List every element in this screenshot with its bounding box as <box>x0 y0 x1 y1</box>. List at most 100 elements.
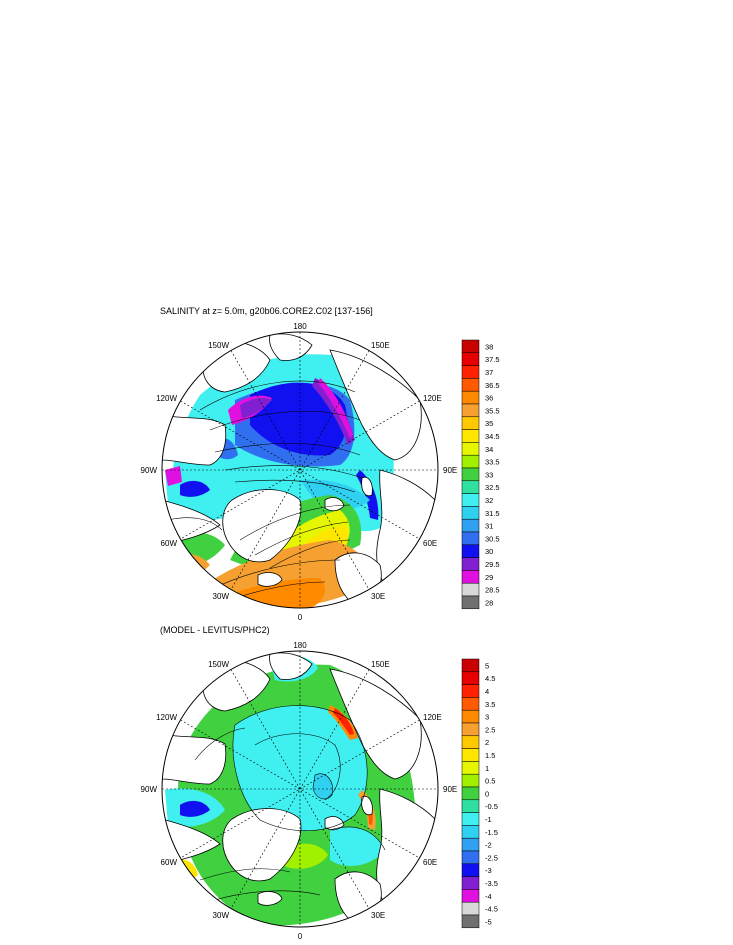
meridian-label: 150E <box>371 660 390 669</box>
colorbar-box <box>461 352 480 366</box>
colorbar-box <box>461 889 480 903</box>
salinity-panel: SALINITY at z= 5.0m, g20b06.CORE2.C02 [1… <box>141 306 500 622</box>
colorbar-box <box>461 658 480 673</box>
colorbar-label: 29.5 <box>485 560 500 569</box>
difference-map-border <box>161 650 439 928</box>
meridian-label: 120W <box>156 394 177 403</box>
colorbar-label: 35.5 <box>485 406 500 415</box>
colorbar-box <box>461 786 480 801</box>
colorbar-label: 32.5 <box>485 483 500 492</box>
colorbar-label: -3 <box>485 866 492 875</box>
colorbar-box <box>461 837 480 852</box>
colorbar-box <box>461 748 480 762</box>
salinity-contours <box>167 380 363 606</box>
difference-graticule <box>162 651 438 927</box>
meridian-label: 0 <box>298 932 303 941</box>
colorbar-label: 34.5 <box>485 432 500 441</box>
colorbar-label: 4 <box>485 687 489 696</box>
salinity-meridian-labels: 180 150E 120E 90E 60E 30E 0 30W 60W 90W … <box>141 322 458 622</box>
colorbar-box <box>461 365 480 379</box>
colorbar-box <box>461 506 480 520</box>
meridian-label: 60E <box>423 539 437 548</box>
colorbar-box <box>461 467 480 482</box>
colorbar-label: -4 <box>485 892 492 901</box>
colorbar-label: 33 <box>485 470 493 479</box>
colorbar-label: 36 <box>485 394 493 403</box>
difference-meridian-labels: 180 150E 120E 90E 60E 30E 0 30W 60W 90W … <box>141 641 458 941</box>
colorbar-box <box>461 876 480 890</box>
colorbar-label: 38 <box>485 342 493 351</box>
land-novaya-zemlya <box>361 795 373 816</box>
meridian-label: 150E <box>371 341 390 350</box>
meridian-label: 120W <box>156 713 177 722</box>
colorbar-box <box>461 518 480 533</box>
colorbar-label: 28.5 <box>485 586 500 595</box>
land-siberia <box>329 668 422 780</box>
colorbar-label: 31.5 <box>485 509 500 518</box>
colorbar-label: 30.5 <box>485 534 500 543</box>
land-canada <box>162 414 227 466</box>
field-blue-spot <box>313 773 333 799</box>
colorbar-label: 29 <box>485 573 493 582</box>
difference-colorbar: 5 4.5 4 3.5 3 2.5 2 1.5 1 0.5 0 -0.5 -1 -1.5 -2 -2.5 -3 -… <box>461 658 498 929</box>
field-magenta-hudson <box>165 466 182 486</box>
colorbar-label: 36.5 <box>485 381 500 390</box>
meridian-label: 0 <box>298 613 303 622</box>
land-canada <box>162 733 227 785</box>
land-chukotka <box>269 652 313 680</box>
difference-panel: (MODEL - LEVITUS/PHC2) <box>141 625 498 941</box>
colorbar-box <box>461 671 480 685</box>
colorbar-box <box>461 799 480 813</box>
salinity-map-border <box>161 331 439 609</box>
colorbar-box <box>461 429 480 443</box>
colorbar-label: 5 <box>485 661 489 670</box>
colorbar-box <box>461 850 480 865</box>
meridian-label: 90W <box>141 466 158 475</box>
colorbar-label: 3.5 <box>485 700 495 709</box>
land-iceland <box>257 891 283 906</box>
colorbar-box <box>461 735 480 749</box>
colorbar-label: 33.5 <box>485 458 500 467</box>
salinity-map <box>162 332 438 608</box>
meridian-label: 60W <box>161 858 178 867</box>
colorbar-box <box>461 493 480 507</box>
colorbar-box <box>461 378 480 392</box>
land-chukotka <box>269 333 313 361</box>
meridian-label: 30W <box>213 592 230 601</box>
colorbar-box <box>461 454 480 469</box>
land-iceland <box>257 572 283 587</box>
colorbar-label: 31 <box>485 522 493 531</box>
land-svalbard <box>324 497 345 512</box>
field-red-laptev <box>333 708 354 735</box>
colorbar-label: 2.5 <box>485 725 495 734</box>
colorbar-label: -1.5 <box>485 828 498 837</box>
colorbar-box <box>461 697 480 711</box>
colorbar-box <box>461 901 480 916</box>
colorbar-box <box>461 825 480 839</box>
meridian-label: 180 <box>293 641 307 650</box>
field-orange-labrador <box>162 870 184 886</box>
colorbar-box <box>461 480 480 494</box>
field-cyan-east <box>330 826 385 866</box>
colorbar-label: 0 <box>485 789 489 798</box>
field-red-kara <box>362 795 373 825</box>
land-greenland <box>222 489 302 563</box>
colorbar-label: 1.5 <box>485 751 495 760</box>
field-deep-blue <box>250 382 347 456</box>
colorbar-label: 37 <box>485 368 493 377</box>
difference-title: (MODEL - LEVITUS/PHC2) <box>160 625 270 635</box>
meridian-label: 150W <box>208 660 229 669</box>
colorbar-label: -2 <box>485 841 492 850</box>
difference-map <box>162 651 438 927</box>
colorbar-box <box>461 722 480 737</box>
colorbar-label: 3 <box>485 713 489 722</box>
meridian-label: 150W <box>208 341 229 350</box>
salinity-colorbar: 38 37.5 37 36.5 36 35.5 35 34.5 34 33.5 33 32.5 32 31… <box>461 339 500 610</box>
colorbar-box <box>461 442 480 456</box>
meridian-label: 30E <box>371 911 385 920</box>
colorbar-label: -2.5 <box>485 853 498 862</box>
meridian-label: 90E <box>443 785 457 794</box>
land-greenland <box>222 808 302 882</box>
colorbar-label: 32 <box>485 496 493 505</box>
land-siberia <box>329 349 422 461</box>
